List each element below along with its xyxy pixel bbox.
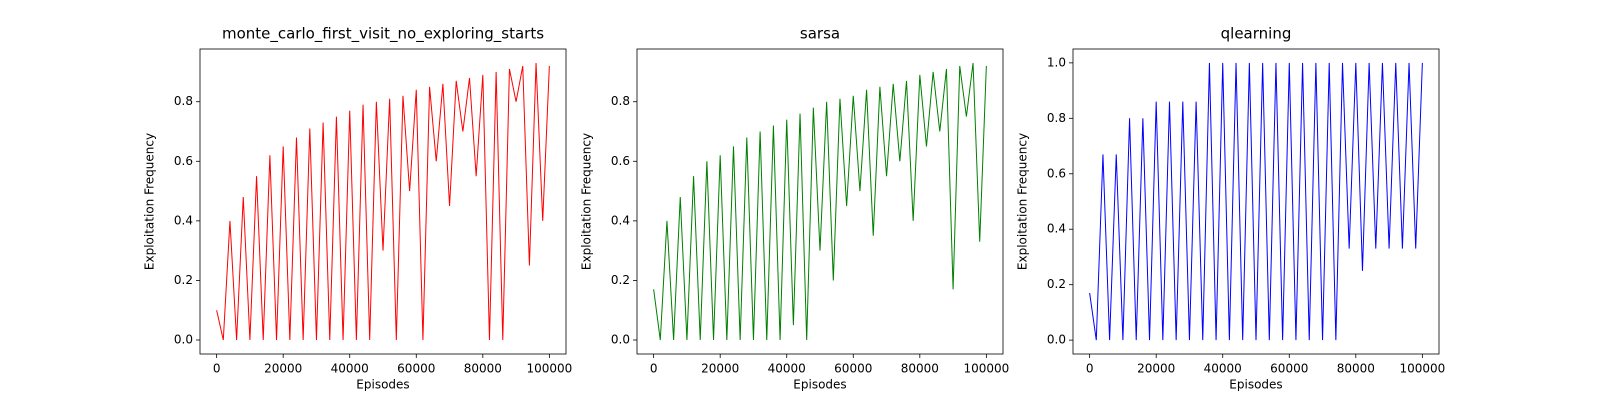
x-tick-label: 60000 — [1270, 362, 1308, 376]
data-line — [216, 62, 550, 341]
x-tick-label: 80000 — [901, 362, 939, 376]
y-tick-label: 0.8 — [174, 94, 193, 108]
y-tick-label: 0.8 — [1047, 111, 1066, 125]
subplot-title: qlearning — [1221, 25, 1292, 43]
data-line — [653, 62, 987, 341]
x-tick-label: 40000 — [331, 362, 369, 376]
y-tick-label: 0.6 — [611, 154, 630, 168]
y-tick-label: 0.4 — [611, 213, 630, 227]
y-tick-label: 0.4 — [1047, 222, 1066, 236]
y-tick-label: 0.0 — [1047, 333, 1066, 347]
subplot-title: sarsa — [800, 25, 840, 43]
x-tick-label: 60000 — [834, 362, 872, 376]
x-tick-label: 40000 — [1204, 362, 1242, 376]
y-tick-label: 0.2 — [174, 273, 193, 287]
y-axis-label: Exploitation Frequency — [143, 133, 157, 270]
y-axis-label: Exploitation Frequency — [580, 133, 594, 270]
x-axis-label: Episodes — [1229, 378, 1282, 392]
x-tick-label: 80000 — [464, 362, 502, 376]
plot-area — [216, 62, 550, 341]
x-tick-label: 60000 — [397, 362, 435, 376]
y-tick-label: 0.2 — [1047, 277, 1066, 291]
x-tick-label: 20000 — [1137, 362, 1175, 376]
y-tick-label: 0.0 — [611, 333, 630, 347]
x-tick-label: 0 — [650, 362, 658, 376]
x-tick-label: 20000 — [264, 362, 302, 376]
x-tick-label: 80000 — [1337, 362, 1375, 376]
x-tick-label: 40000 — [768, 362, 806, 376]
y-tick-label: 0.8 — [611, 94, 630, 108]
y-tick-label: 0.6 — [174, 154, 193, 168]
subplot-title: monte_carlo_first_visit_no_exploring_sta… — [222, 25, 544, 44]
subplot: 0 20000 40000 60000 80000 100000 0.0 0.2 0.4 0.6 0… — [580, 25, 1010, 392]
axes-frame — [636, 48, 1004, 355]
y-axis-label: Exploitation Frequency — [1016, 133, 1030, 270]
axes-frame — [199, 48, 567, 355]
y-tick-label: 0.0 — [174, 333, 193, 347]
x-axis-label: Episodes — [793, 378, 846, 392]
subplot: 0 20000 40000 60000 80000 100000 0.0 0.2 0.4 0.6 0… — [1016, 25, 1446, 392]
subplot: 0 20000 40000 60000 80000 100000 0.0 0.2 0.4 0.6 0… — [143, 25, 573, 392]
axes-frame — [1072, 48, 1440, 355]
x-tick-label: 100000 — [1399, 362, 1445, 376]
plot-area — [653, 62, 987, 341]
y-tick-label: 0.2 — [611, 273, 630, 287]
x-tick-label: 100000 — [963, 362, 1009, 376]
y-tick-label: 0.6 — [1047, 166, 1066, 180]
data-line — [1089, 62, 1423, 341]
x-axis-label: Episodes — [356, 378, 409, 392]
x-tick-label: 100000 — [526, 362, 572, 376]
x-tick-label: 20000 — [701, 362, 739, 376]
y-tick-label: 1.0 — [1047, 55, 1066, 69]
y-tick-label: 0.4 — [174, 213, 193, 227]
plot-area — [1089, 62, 1423, 341]
x-tick-label: 0 — [1086, 362, 1094, 376]
x-tick-label: 0 — [213, 362, 221, 376]
